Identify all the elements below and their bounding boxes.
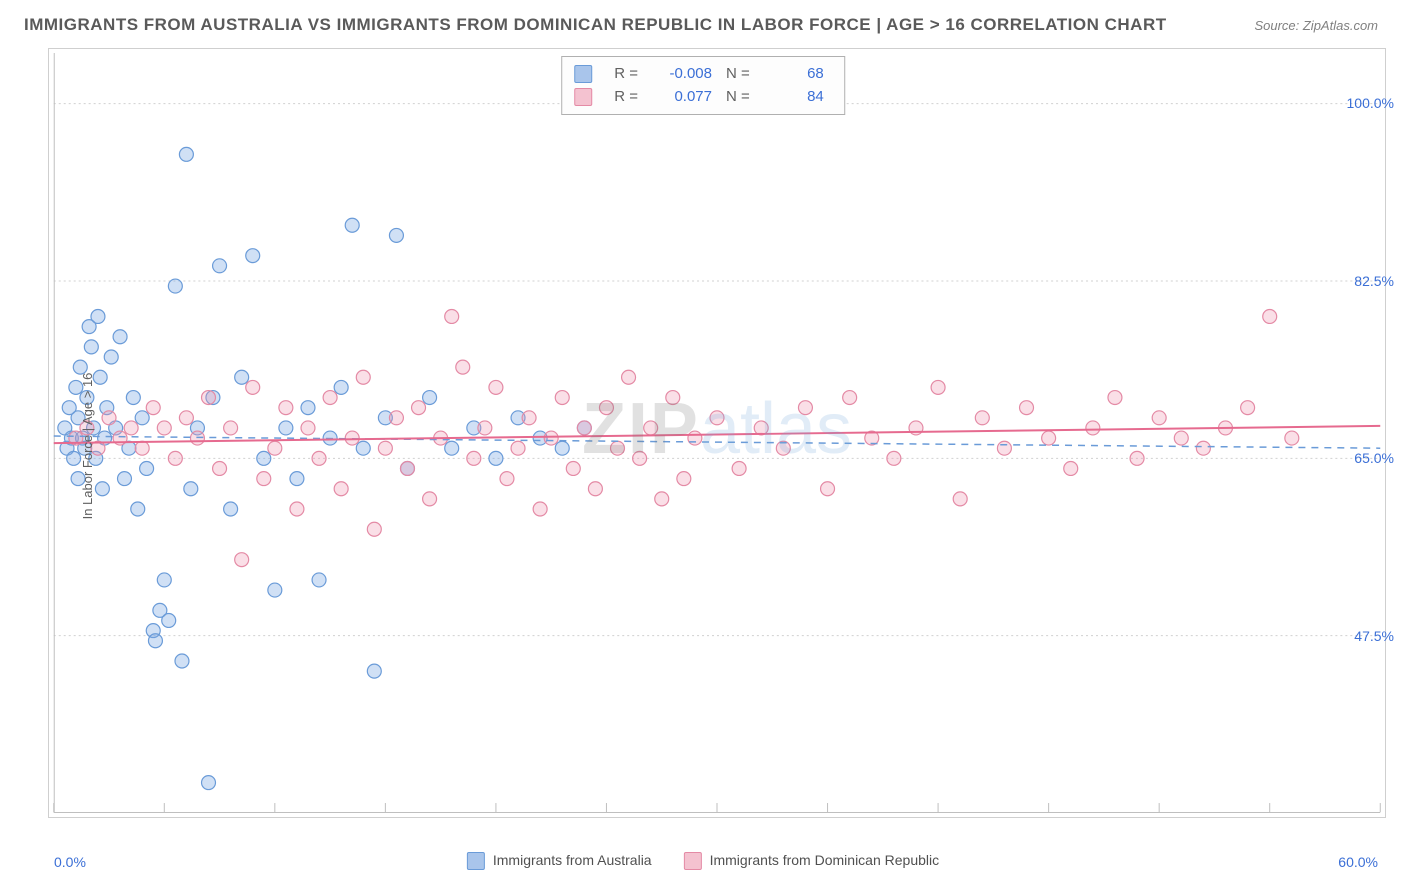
- plot-area: ZIPatlas: [53, 53, 1381, 813]
- x-tick-max: 60.0%: [1338, 854, 1378, 870]
- n-label: N =: [726, 86, 750, 109]
- n-value-dominican: 84: [764, 86, 824, 109]
- swatch-australia: [467, 852, 485, 870]
- source-attribution: Source: ZipAtlas.com: [1254, 18, 1378, 33]
- chart-title: IMMIGRANTS FROM AUSTRALIA VS IMMIGRANTS …: [24, 15, 1167, 35]
- r-label: R =: [614, 63, 638, 86]
- corr-row-australia: R = -0.008 N = 68: [574, 63, 824, 86]
- x-tick-min: 0.0%: [54, 854, 86, 870]
- corr-row-dominican: R = 0.077 N = 84: [574, 86, 824, 109]
- corr-swatch-dominican: [574, 88, 592, 106]
- r-value-dominican: 0.077: [652, 86, 712, 109]
- chart-frame: ZIPatlas: [48, 48, 1386, 818]
- y-tick-label: 82.5%: [1354, 273, 1394, 289]
- scatter-svg: [53, 53, 1381, 813]
- corr-swatch-australia: [574, 65, 592, 83]
- r-value-australia: -0.008: [652, 63, 712, 86]
- y-axis-label: In Labor Force | Age > 16: [80, 373, 95, 520]
- legend-item-dominican: Immigrants from Dominican Republic: [684, 852, 940, 870]
- y-tick-label: 47.5%: [1354, 628, 1394, 644]
- n-label: N =: [726, 63, 750, 86]
- bottom-legend: Immigrants from Australia Immigrants fro…: [467, 852, 939, 870]
- y-tick-label: 100.0%: [1347, 95, 1394, 111]
- correlation-legend: R = -0.008 N = 68 R = 0.077 N = 84: [561, 56, 845, 115]
- y-tick-label: 65.0%: [1354, 450, 1394, 466]
- r-label: R =: [614, 86, 638, 109]
- legend-label-dominican: Immigrants from Dominican Republic: [710, 852, 940, 868]
- swatch-dominican: [684, 852, 702, 870]
- n-value-australia: 68: [764, 63, 824, 86]
- legend-item-australia: Immigrants from Australia: [467, 852, 652, 870]
- legend-label-australia: Immigrants from Australia: [493, 852, 652, 868]
